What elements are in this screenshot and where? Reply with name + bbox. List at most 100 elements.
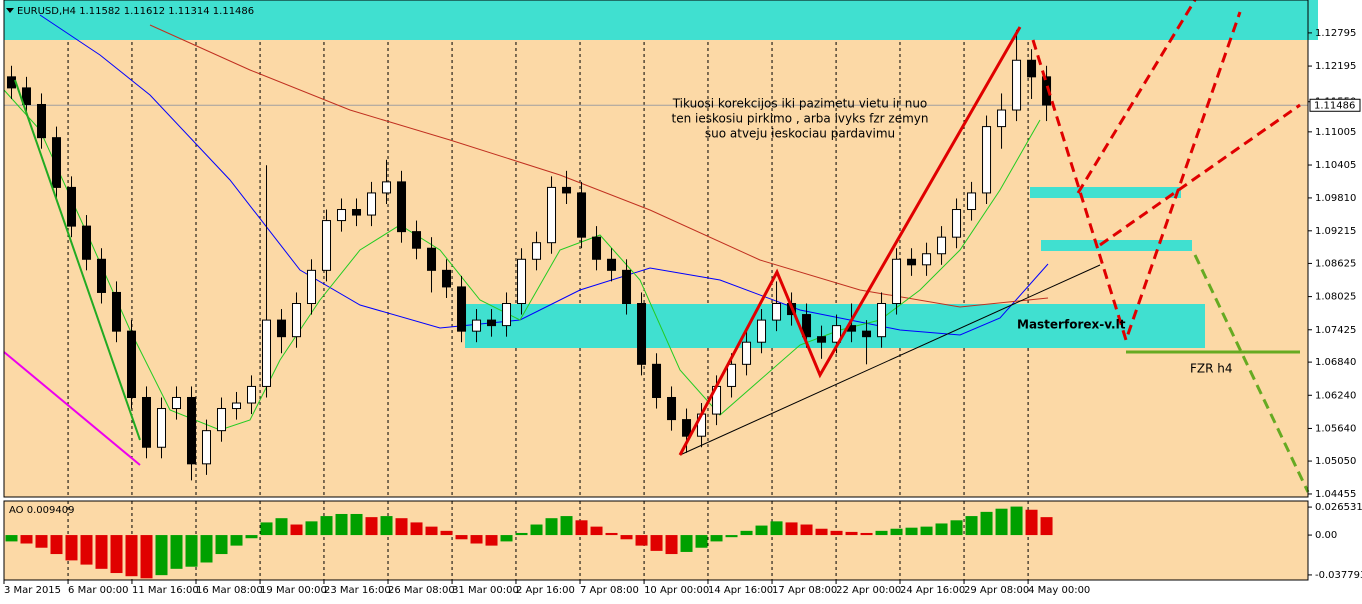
ao-bar: [920, 526, 933, 536]
y-tick-label: 1.08625: [1315, 258, 1356, 269]
ao-bar: [1010, 506, 1023, 536]
candle-body: [637, 303, 647, 365]
x-tick-label: 7 Apr 08:00: [580, 585, 639, 596]
x-tick-label: 31 Mar 00:00: [452, 585, 519, 596]
candle-body: [817, 336, 827, 343]
ao-title: AO 0.009409: [9, 505, 74, 516]
ao-bar: [500, 535, 513, 542]
x-tick-label: 23 Mar 16:00: [324, 585, 391, 596]
candle-body: [937, 236, 947, 255]
chart-title: EURUSD,H4 1.11582 1.11612 1.11314 1.1148…: [17, 6, 254, 17]
ao-bar: [770, 521, 783, 536]
candle-body: [82, 225, 92, 260]
y-tick-label: 1.04455: [1315, 489, 1356, 500]
zone: [1041, 240, 1192, 251]
x-tick-label: 22 Apr 00:00: [836, 585, 901, 596]
y-tick-label: 1.12195: [1315, 61, 1356, 72]
candle-body: [217, 408, 227, 432]
candle-body: [142, 396, 152, 448]
x-tick-label: 24 Apr 16:00: [900, 585, 965, 596]
ao-bar: [800, 524, 813, 536]
ao-bar: [650, 535, 663, 551]
ao-bar: [170, 535, 183, 569]
ao-bar: [980, 511, 993, 536]
candle-body: [202, 430, 212, 465]
ao-bar: [935, 523, 948, 536]
ao-bar: [605, 532, 618, 536]
ao-bar: [725, 535, 738, 538]
ao-bar: [635, 535, 648, 546]
candle-body: [97, 258, 107, 293]
ao-bar: [125, 535, 138, 577]
ao-bar: [560, 516, 573, 536]
last-price-box: [1309, 98, 1361, 112]
y-tick-label: 0.026531: [1315, 502, 1362, 513]
ao-bar: [995, 508, 1008, 536]
ao-bar: [305, 521, 318, 536]
candle-body: [592, 236, 602, 260]
y-tick-label: 1.09215: [1315, 226, 1356, 237]
zigzag: [678, 26, 1022, 456]
projection: [1076, 0, 1197, 194]
candle-body: [1012, 59, 1022, 111]
ao-bar: [515, 532, 528, 536]
x-tick-label: 4 May 00:00: [1028, 585, 1090, 596]
candle-body: [562, 186, 572, 194]
ao-bar: [575, 520, 588, 536]
candle-body: [187, 396, 197, 465]
menu-icon[interactable]: [6, 8, 14, 13]
candle-body: [307, 269, 317, 305]
candle-body: [502, 303, 512, 327]
candle-body: [622, 269, 632, 305]
ao-bar: [5, 535, 18, 542]
candle-body: [322, 220, 332, 271]
x-tick-label: 14 Apr 16:00: [708, 585, 773, 596]
ao-bar: [35, 535, 48, 548]
ao-bar: [830, 530, 843, 536]
candle-body: [967, 192, 977, 211]
ao-bar: [860, 532, 873, 536]
annotation: Masterforex-v.lt: [1017, 318, 1126, 332]
ao-frame: [3, 500, 1309, 581]
x-tick-label: 17 Apr 08:00: [772, 585, 837, 596]
annotation: ten ieskosiu pirkimo , arba ivyks fzr ze…: [672, 112, 929, 126]
ao-bar: [140, 535, 153, 579]
ao-bar: [350, 513, 363, 536]
y-tick-label: 1.06840: [1315, 357, 1356, 368]
ao-bar: [545, 518, 558, 536]
candle-body: [37, 103, 47, 139]
y-tick-label: -0.037793: [1315, 570, 1362, 581]
zone: [1030, 187, 1181, 198]
y-tick-label: 1.07425: [1315, 325, 1356, 336]
ao-bar: [815, 528, 828, 536]
ao-bar: [335, 513, 348, 536]
candle-body: [247, 385, 257, 404]
candle-body: [172, 396, 182, 410]
ao-bar: [425, 526, 438, 536]
ao-bar: [200, 535, 213, 563]
candle-body: [232, 402, 242, 410]
ao-bar: [740, 530, 753, 536]
ao-bar: [755, 525, 768, 536]
ao-bar: [1040, 517, 1053, 536]
x-tick-label: 2 Apr 16:00: [516, 585, 575, 596]
zone: [4, 0, 1318, 40]
candle-body: [577, 192, 587, 238]
candle-body: [682, 419, 692, 437]
ao-bar: [695, 535, 708, 548]
candle-body: [922, 253, 932, 266]
candle-body: [652, 363, 662, 398]
projection: [1193, 254, 1310, 493]
trend-line: [14, 79, 141, 441]
candle-body: [427, 247, 437, 271]
candle-body: [412, 231, 422, 249]
candles: [7, 29, 1052, 481]
candle-body: [862, 330, 872, 338]
annotation: FZR h4: [1190, 362, 1233, 376]
candle-body: [892, 258, 902, 305]
y-tick-label: 0.00: [1315, 530, 1337, 541]
ao-bar: [365, 517, 378, 536]
moving-average: [149, 24, 1049, 308]
candle-body: [292, 303, 302, 338]
candle-body: [7, 76, 17, 89]
